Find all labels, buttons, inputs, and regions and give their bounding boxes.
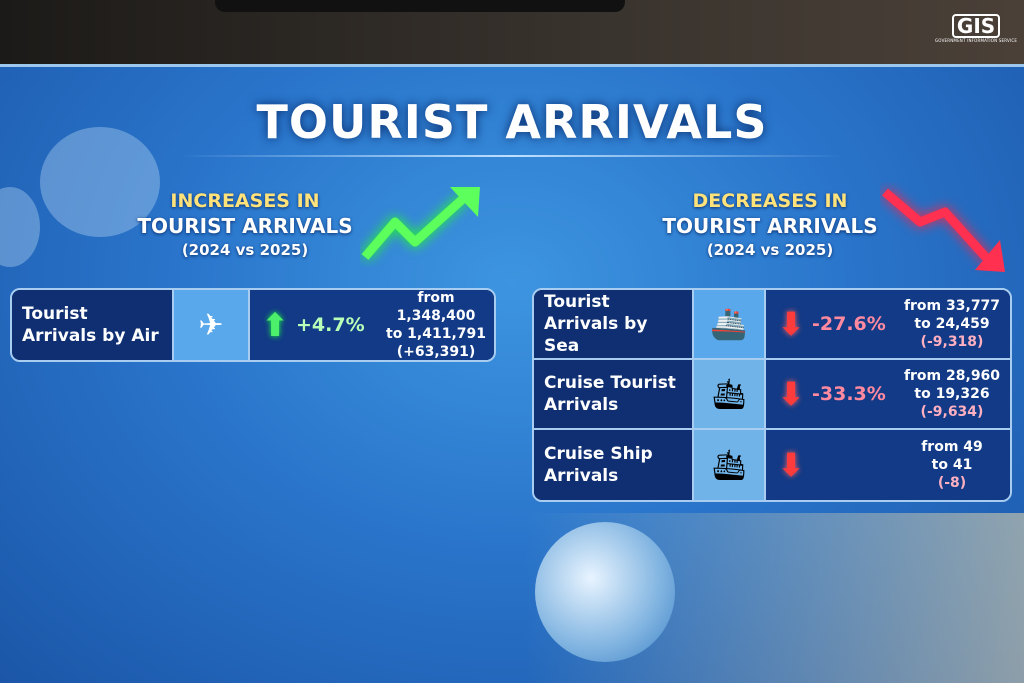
diff-value: (-9,634) (920, 404, 984, 420)
screen-bezel (215, 0, 625, 12)
change-range: from 1,348,400 to 1,411,791 (+63,391) (386, 290, 487, 360)
title-divider (180, 155, 844, 157)
diff-value: (+63,391) (396, 344, 476, 360)
heading-line: INCREASES IN (170, 190, 320, 212)
from-value: from 49 (921, 439, 983, 455)
ship-icon: 🚢 (694, 290, 766, 358)
increases-table: Tourist Arrivals by Air ✈ ⬆ +4.7% from 1… (10, 288, 496, 362)
page-title: TOURIST ARRIVALS (256, 95, 768, 149)
change-percent: -27.6% (812, 313, 886, 335)
heading-line: DECREASES IN (692, 190, 848, 212)
increases-heading: INCREASES IN TOURIST ARRIVALS (2024 vs 2… (130, 189, 360, 261)
heading-period: (2024 vs 2025) (706, 241, 834, 259)
arrow-trend-down-icon (882, 188, 1005, 272)
arrow-down-icon: ⬇ (777, 375, 805, 413)
row-label: Cruise Tourist Arrivals (534, 360, 694, 428)
cruise-ship-icon: 🛳 (694, 430, 766, 500)
from-value: from 28,960 (903, 368, 1001, 384)
heading-line: TOURIST ARRIVALS (137, 214, 353, 238)
diff-value: (-9,318) (920, 334, 984, 350)
heading-line: TOURIST ARRIVALS (662, 214, 878, 238)
world-map-decoration (0, 187, 40, 267)
change-percent: -33.3% (812, 383, 886, 405)
decreases-heading: DECREASES IN TOURIST ARRIVALS (2024 vs 2… (655, 189, 885, 261)
arrow-down-icon: ⬇ (777, 446, 805, 484)
arrow-down-icon: ⬇ (777, 305, 805, 343)
infographic-screen: TOURIST ARRIVALS INCREASES IN TOURIST AR… (0, 64, 1024, 683)
row-label: Tourist Arrivals by Sea (534, 290, 694, 358)
to-value: to 41 (931, 457, 973, 473)
diff-value: (-8) (937, 475, 967, 491)
decreases-table: Tourist Arrivals by Sea 🚢 ⬇ -27.6% from … (532, 288, 1012, 502)
change-range: from 49 to 41 (-8) (902, 438, 1002, 492)
row-label: Cruise Ship Arrivals (534, 430, 694, 500)
table-row: Tourist Arrivals by Sea 🚢 ⬇ -27.6% from … (534, 290, 1010, 360)
table-row: Cruise Tourist Arrivals 🛳 ⬇ -33.3% from … (534, 360, 1010, 430)
to-value: to 19,326 (914, 386, 990, 402)
change-range: from 33,777 to 24,459 (-9,318) (902, 297, 1002, 351)
row-data: ⬇ from 49 to 41 (-8) (766, 430, 1010, 500)
to-value: to 24,459 (914, 316, 990, 332)
row-data: ⬆ +4.7% from 1,348,400 to 1,411,791 (+63… (250, 290, 494, 360)
arrow-trend-up-icon (361, 187, 480, 260)
table-row: Tourist Arrivals by Air ✈ ⬆ +4.7% from 1… (12, 290, 494, 360)
world-map-decoration (40, 127, 160, 237)
logo-text: GIS (951, 14, 1001, 38)
logo-subtitle: GOVERNMENT INFORMATION SERVICE (935, 38, 1018, 43)
cruise-ship-icon: 🛳 (694, 360, 766, 428)
table-row: Cruise Ship Arrivals 🛳 ⬇ from 49 to 41 (… (534, 430, 1010, 500)
row-label: Tourist Arrivals by Air (12, 290, 174, 360)
globe-icon (535, 522, 675, 662)
change-percent: +4.7% (296, 314, 365, 336)
from-value: from 33,777 (903, 298, 1001, 314)
gis-logo: GIS GOVERNMENT INFORMATION SERVICE (935, 14, 1017, 43)
to-value: to 1,411,791 (386, 326, 487, 342)
row-data: ⬇ -27.6% from 33,777 to 24,459 (-9,318) (766, 290, 1010, 358)
change-range: from 28,960 to 19,326 (-9,634) (902, 367, 1002, 421)
row-data: ⬇ -33.3% from 28,960 to 19,326 (-9,634) (766, 360, 1010, 428)
arrow-up-icon: ⬆ (261, 306, 289, 344)
from-value: from 1,348,400 (396, 290, 476, 324)
airplane-icon: ✈ (174, 290, 250, 360)
heading-period: (2024 vs 2025) (181, 241, 309, 259)
